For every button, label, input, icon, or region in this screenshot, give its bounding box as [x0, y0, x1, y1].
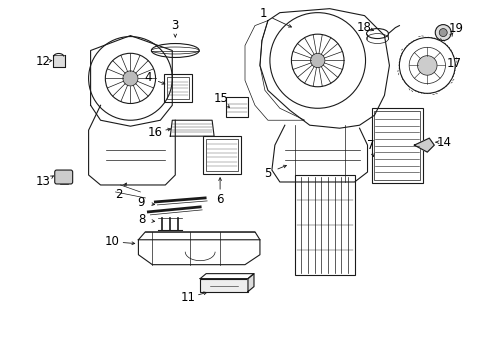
Text: 8: 8	[139, 213, 146, 226]
Bar	[225, 97, 247, 117]
Circle shape	[438, 28, 447, 37]
Text: 4: 4	[144, 71, 152, 84]
Text: 6: 6	[216, 193, 224, 206]
Text: 2: 2	[115, 188, 122, 202]
Text: 10: 10	[105, 235, 120, 248]
Bar	[374, 111, 420, 180]
Text: 14: 14	[436, 136, 451, 149]
Polygon shape	[413, 138, 433, 152]
Bar	[164, 75, 192, 102]
Text: 12: 12	[35, 55, 50, 68]
Circle shape	[122, 71, 138, 86]
Circle shape	[417, 56, 436, 75]
Text: 1: 1	[259, 7, 266, 20]
Bar	[206, 139, 238, 171]
Text: 18: 18	[356, 21, 371, 34]
FancyBboxPatch shape	[55, 170, 73, 184]
Text: 15: 15	[213, 92, 228, 105]
Text: 19: 19	[448, 22, 463, 35]
Text: 17: 17	[446, 57, 461, 70]
Bar	[203, 136, 241, 174]
Text: 5: 5	[264, 167, 271, 180]
Circle shape	[434, 24, 450, 41]
Text: 16: 16	[147, 126, 163, 139]
Text: 9: 9	[137, 197, 145, 210]
Polygon shape	[247, 274, 253, 292]
Bar	[53, 55, 64, 67]
Bar	[294, 175, 354, 275]
Text: 13: 13	[35, 175, 50, 189]
Text: 3: 3	[171, 19, 179, 32]
Text: 7: 7	[366, 139, 373, 152]
Circle shape	[310, 53, 324, 68]
Bar	[167, 77, 189, 99]
Bar	[200, 279, 247, 292]
Text: 11: 11	[181, 291, 195, 304]
Bar	[371, 108, 423, 183]
